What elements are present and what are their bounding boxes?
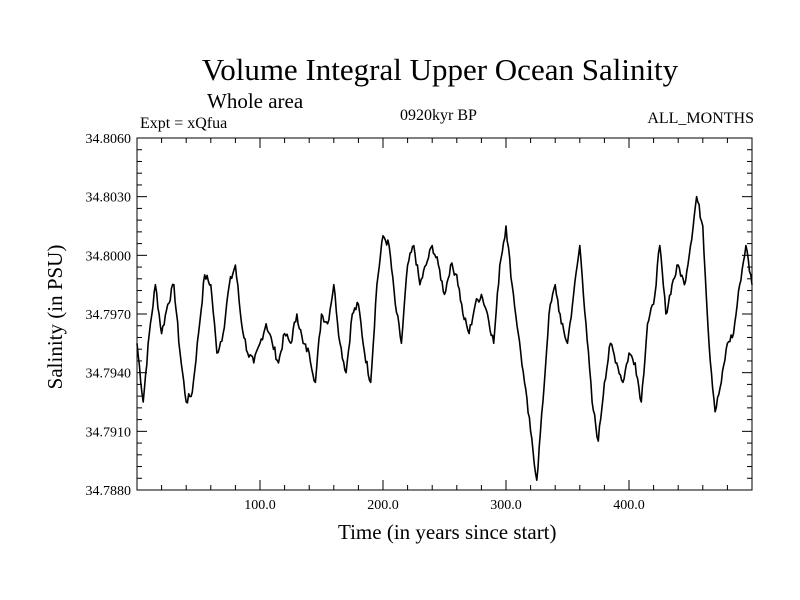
salinity-series-line [136, 195, 753, 481]
y-tick-label: 34.8060 [86, 132, 132, 147]
x-tick-label: 400.0 [613, 498, 645, 513]
ticks-layer: 100.0 200.0 300.0 400.0 34.7880 34.7910 34.794… [86, 132, 752, 513]
chart-subtitle: Whole area [207, 89, 304, 113]
experiment-label: Expt = xQfua [140, 115, 228, 132]
y-tick-label: 34.7880 [86, 484, 132, 499]
period-label: 0920kyr BP [400, 107, 477, 124]
plot-frame [136, 137, 753, 491]
y-tick-label: 34.8000 [86, 249, 132, 264]
x-axis-label: Time (in years since start) [338, 520, 557, 544]
y-tick-label: 34.7910 [86, 425, 132, 440]
y-tick-label: 34.7970 [86, 308, 132, 323]
chart-title: Volume Integral Upper Ocean Salinity [201, 52, 679, 87]
months-label: ALL_MONTHS [647, 110, 754, 127]
y-tick-label: 34.7940 [86, 367, 132, 382]
x-tick-label: 200.0 [367, 498, 399, 513]
x-tick-label: 100.0 [244, 498, 276, 513]
line-layer [136, 195, 753, 481]
x-tick-label: 300.0 [490, 498, 522, 513]
y-tick-label: 34.8030 [86, 191, 132, 206]
